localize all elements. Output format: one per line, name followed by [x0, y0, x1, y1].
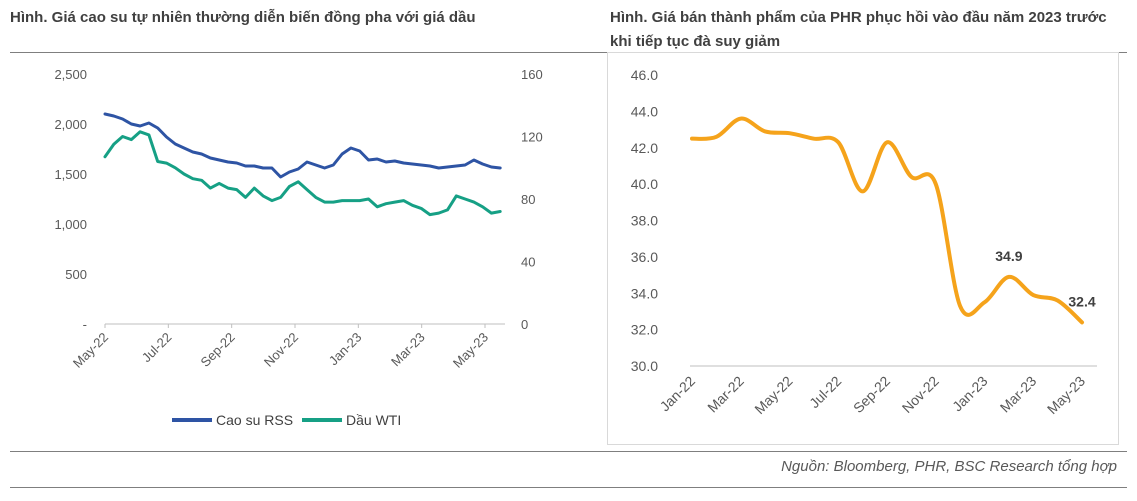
rubber-oil-chart-svg: May-22 Jul-22 Sep-22 Nov-22 Jan-23 Mar-23 May-… [54, 67, 543, 428]
y-tick-label: 30.0 [631, 358, 658, 374]
y-tick-label: 36.0 [631, 249, 658, 265]
x-tick-label: Jan-22 [657, 373, 699, 415]
y-right-tick-label: 160 [521, 67, 543, 82]
y-tick-label: 46.0 [631, 67, 658, 83]
x-tick-label: Nov-22 [261, 330, 301, 370]
x-tick-label: Mar-22 [704, 373, 747, 416]
source-note: Nguồn: Bloomberg, PHR, BSC Research tổng… [781, 458, 1117, 475]
y-tick-label: 38.0 [631, 213, 658, 229]
x-tick-label: May-22 [70, 330, 111, 371]
x-tick-label: Jan-23 [949, 373, 991, 415]
data-label: 32.4 [1068, 293, 1095, 309]
x-tick-label: May-23 [450, 330, 491, 371]
data-label: 34.9 [995, 248, 1022, 264]
x-tick-label: Sep-22 [198, 330, 238, 370]
x-tick-label: Mar-23 [388, 330, 428, 370]
y-left-tick-label: 500 [65, 267, 87, 282]
series-line-dau-wti [103, 130, 502, 217]
y-left-tick-label: 2,500 [54, 67, 87, 82]
y-right-tick-label: 80 [521, 192, 535, 207]
y-left-tick-label: 1,000 [54, 217, 87, 232]
x-tick-label: Jul-22 [806, 373, 844, 411]
series-line-phr-price [690, 116, 1084, 325]
y-tick-label: 32.0 [631, 322, 658, 338]
bottom-divider [10, 487, 1127, 488]
y-right-tick-label: 120 [521, 130, 543, 145]
x-tick-label: Jul-22 [139, 330, 175, 366]
x-tick-label: Jan-23 [326, 330, 365, 369]
top-divider [10, 52, 1127, 53]
right-chart-title: Hình. Giá bán thành phẩm của PHR phục hồ… [610, 9, 1107, 50]
left-chart-title: Hình. Giá cao su tự nhiên thường diễn bi… [10, 9, 476, 26]
y-left-tick-label: 1,500 [54, 167, 87, 182]
y-tick-label: 34.0 [631, 285, 658, 301]
y-left-tick-label: - [83, 317, 87, 332]
series-line-cao-su-rss [103, 112, 502, 179]
rubber-oil-chart: May-22 Jul-22 Sep-22 Nov-22 Jan-23 Mar-23 May-… [0, 52, 600, 452]
x-tick-label: Mar-23 [997, 373, 1040, 416]
y-tick-label: 44.0 [631, 103, 658, 119]
y-left-tick-label: 2,000 [54, 117, 87, 132]
middle-divider [10, 451, 1127, 452]
y-tick-label: 42.0 [631, 140, 658, 156]
y-right-tick-label: 40 [521, 255, 535, 270]
x-tick-label: May-23 [1044, 373, 1088, 417]
y-tick-label: 40.0 [631, 176, 658, 192]
phr-price-chart: 30.0 32.0 34.0 36.0 38.0 40.0 42.0 44.0 46.0 Jan-… [607, 52, 1119, 445]
y-right-tick-label: 0 [521, 317, 528, 332]
x-tick-label: Sep-22 [850, 373, 893, 416]
x-tick-label: Nov-22 [899, 373, 942, 416]
legend-label: Cao su RSS [216, 412, 293, 428]
legend-label: Dầu WTI [346, 412, 401, 428]
phr-price-chart-svg: 30.0 32.0 34.0 36.0 38.0 40.0 42.0 44.0 46.0 Jan-… [631, 67, 1097, 417]
x-tick-label: May-22 [751, 373, 795, 417]
